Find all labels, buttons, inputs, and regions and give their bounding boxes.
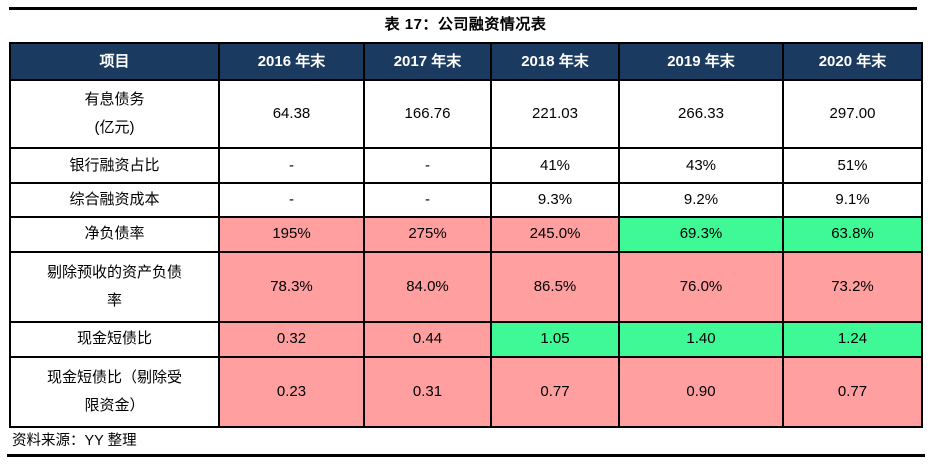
value-cell: 86.5% (490, 250, 620, 323)
value-cell: 0.31 (363, 355, 492, 428)
value-cell: 275% (363, 215, 492, 253)
header-row: 项目 2016 年末 2017 年末 2018 年末 2019 年末 2020 … (9, 42, 923, 81)
value-cell: 78.3% (218, 250, 365, 323)
header-cell-2018: 2018 年末 (490, 42, 620, 81)
value-cell: 266.33 (618, 79, 784, 149)
value-cell: - (363, 147, 492, 184)
bottom-rule (7, 454, 925, 457)
header-cell-2016: 2016 年末 (218, 42, 365, 81)
value-cell: 63.8% (782, 215, 923, 253)
financing-table: 项目 2016 年末 2017 年末 2018 年末 2019 年末 2020 … (9, 42, 923, 428)
value-cell: 0.77 (490, 355, 620, 428)
table-row-net-debt-ratio: 净负债率 195% 275% 245.0% 69.3% 63.8% (9, 215, 923, 253)
header-cell-2017: 2017 年末 (363, 42, 492, 81)
value-cell: 76.0% (618, 250, 784, 323)
value-cell: 0.77 (782, 355, 923, 428)
value-cell: 1.24 (782, 320, 923, 358)
value-cell: 41% (490, 147, 620, 184)
row-label: 有息债务 (亿元) (9, 79, 220, 149)
value-cell: 1.40 (618, 320, 784, 358)
table-row-cash-short-debt-ratio-excl-restricted: 现金短债比（剔除受 限资金） 0.23 0.31 0.77 0.90 0.77 (9, 355, 923, 428)
value-cell: 1.05 (490, 320, 620, 358)
value-cell: 69.3% (618, 215, 784, 253)
value-cell: 195% (218, 215, 365, 253)
value-cell: 9.1% (782, 182, 923, 218)
table-row-cash-short-debt-ratio: 现金短债比 0.32 0.44 1.05 1.40 1.24 (9, 320, 923, 358)
table-header: 项目 2016 年末 2017 年末 2018 年末 2019 年末 2020 … (9, 42, 923, 81)
table-row-asset-liability-ratio-excl-advances: 剔除预收的资产负债 率 78.3% 84.0% 86.5% 76.0% 73.2… (9, 250, 923, 323)
row-label: 净负债率 (9, 215, 220, 253)
top-rule (9, 7, 917, 10)
value-cell: 43% (618, 147, 784, 184)
source-note: 资料来源：YY 整理 (12, 433, 137, 449)
value-cell: 245.0% (490, 215, 620, 253)
value-cell: 0.23 (218, 355, 365, 428)
value-cell: 297.00 (782, 79, 923, 149)
value-cell: 166.76 (363, 79, 492, 149)
value-cell: 51% (782, 147, 923, 184)
value-cell: 84.0% (363, 250, 492, 323)
value-cell: 0.32 (218, 320, 365, 358)
value-cell: 0.90 (618, 355, 784, 428)
header-cell-item: 项目 (9, 42, 220, 81)
row-label: 现金短债比（剔除受 限资金） (9, 355, 220, 428)
value-cell: 73.2% (782, 250, 923, 323)
table-title: 表 17：公司融资情况表 (384, 16, 547, 33)
value-cell: 64.38 (218, 79, 365, 149)
header-cell-2019: 2019 年末 (618, 42, 784, 81)
table-row-bank-financing-ratio: 银行融资占比 - - 41% 43% 51% (9, 147, 923, 184)
value-cell: 9.2% (618, 182, 784, 218)
value-cell: - (218, 147, 365, 184)
value-cell: 221.03 (490, 79, 620, 149)
table-row-comprehensive-financing-cost: 综合融资成本 - - 9.3% 9.2% 9.1% (9, 182, 923, 218)
row-label: 现金短债比 (9, 320, 220, 358)
header-cell-2020: 2020 年末 (782, 42, 923, 81)
row-label: 综合融资成本 (9, 182, 220, 218)
table-row-interest-bearing-debt: 有息债务 (亿元) 64.38 166.76 221.03 266.33 297… (9, 79, 923, 149)
value-cell: 0.44 (363, 320, 492, 358)
value-cell: - (218, 182, 365, 218)
value-cell: 9.3% (490, 182, 620, 218)
row-label: 剔除预收的资产负债 率 (9, 250, 220, 323)
value-cell: - (363, 182, 492, 218)
row-label: 银行融资占比 (9, 147, 220, 184)
